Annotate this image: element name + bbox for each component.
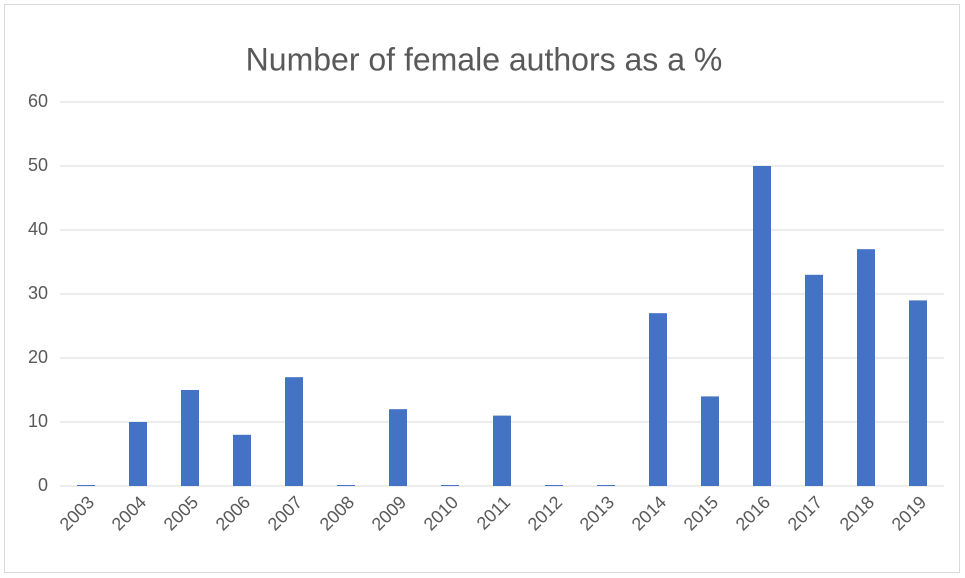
bar	[129, 422, 147, 486]
y-tick-label: 50	[28, 155, 48, 175]
bar	[649, 313, 667, 486]
bar	[857, 249, 875, 486]
y-tick-label: 40	[28, 219, 48, 239]
bar	[753, 166, 771, 486]
y-tick-label: 30	[28, 283, 48, 303]
bar	[233, 434, 251, 486]
bar	[181, 390, 199, 486]
bar	[441, 485, 459, 486]
bar	[545, 485, 563, 486]
bar	[77, 485, 95, 486]
chart-title: Number of female authors as a %	[246, 41, 723, 77]
y-tick-label: 60	[28, 91, 48, 111]
bar	[701, 396, 719, 486]
chart-border	[4, 4, 960, 573]
bar	[805, 274, 823, 486]
bar	[597, 485, 615, 486]
bar	[337, 485, 355, 486]
y-tick-label: 0	[38, 475, 48, 495]
y-tick-label: 20	[28, 347, 48, 367]
y-tick-label: 10	[28, 411, 48, 431]
bar	[909, 300, 927, 486]
bar	[389, 409, 407, 486]
bar	[285, 377, 303, 486]
bar	[493, 415, 511, 486]
